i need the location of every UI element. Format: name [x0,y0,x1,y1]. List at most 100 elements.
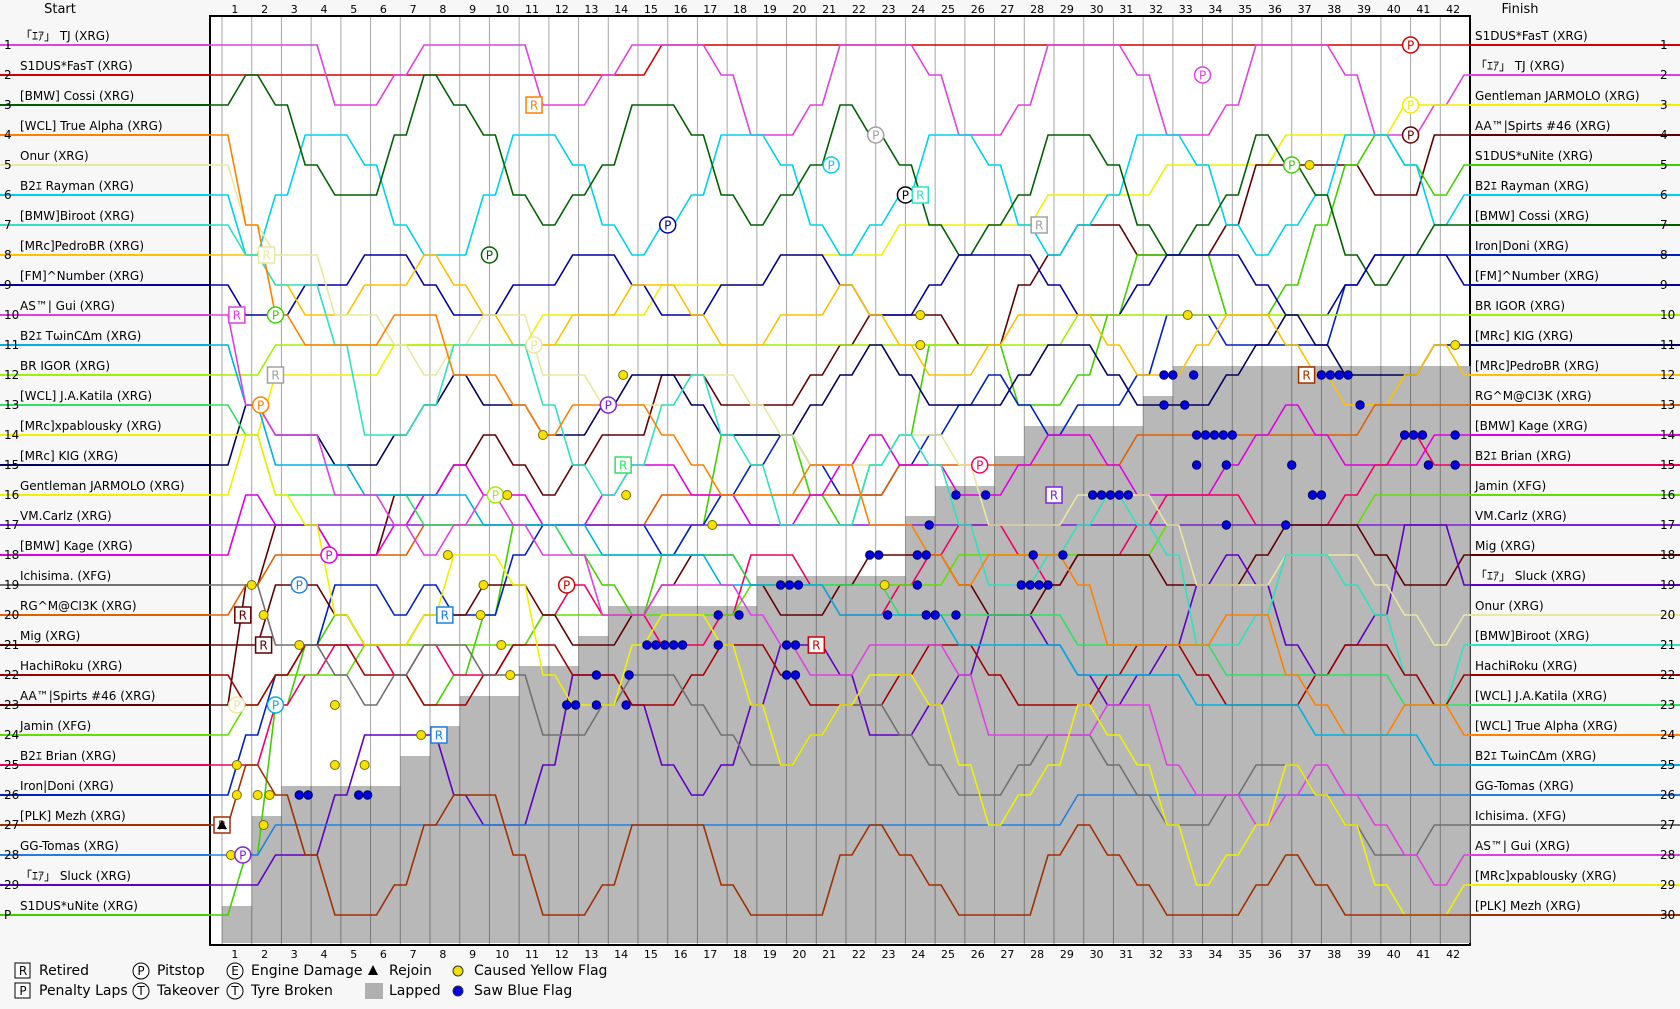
start-driver-name: RG^M@CI3K (XRG) [20,599,137,613]
legend-item: Caused Yellow Flag [452,963,607,979]
blue-flag-marker [912,580,923,590]
lap-label-bottom: 38 [1327,948,1341,961]
finish-position-label: 25 [1660,758,1675,772]
lap-label-top: 3 [291,3,298,16]
lapped-region [846,576,877,943]
lapped-region [994,456,1025,943]
start-position-label: 26 [4,788,19,802]
blue-flag-marker [790,670,801,680]
finish-position-label: 19 [1660,578,1675,592]
blue-flag-marker [1325,370,1336,380]
finish-driver-name: [BMW]Biroot (XRG) [1475,629,1589,643]
retired-marker [911,186,930,204]
lapped-region [875,576,906,943]
start-driver-name: GG-Tomas (XRG) [20,839,119,853]
blue-flag-marker [1016,580,1027,590]
start-position-label: 18 [4,548,19,562]
lap-label-bottom: 4 [321,948,328,961]
finish-driver-name: Iron|Doni (XRG) [1475,239,1569,253]
retired-marker [234,606,252,624]
lap-label-top: 13 [584,3,598,16]
finish-driver-name: [FM]^Number (XRG) [1475,269,1599,283]
pitstop-marker-label: P [272,699,279,713]
finish-position-label: 22 [1660,668,1675,682]
lap-label-bottom: 1 [231,948,238,961]
blue-flag-marker [1028,550,1038,560]
blue-flag-marker [930,610,940,620]
start-driver-name: [PLK] Mezh (XRG) [20,809,126,823]
yellow-flag-marker [231,760,242,770]
lapped-region [964,486,996,943]
yellow-flag-marker [618,370,629,380]
lap-label-bottom: 15 [644,948,658,961]
pitstop-marker-label: P [1407,39,1414,53]
start-driver-name: S1DUS*uNite (XRG) [20,899,138,913]
start-driver-name: S1DUS*FasT (XRG) [20,59,133,73]
legend-symbol: P [137,964,144,978]
lap-label-bottom: 33 [1179,948,1193,961]
lap-label-bottom: 9 [469,948,476,961]
start-position-label: 28 [4,848,19,862]
finish-position-label: 4 [1660,128,1668,142]
lapped-region [311,786,342,943]
blue-flag-marker [624,670,634,680]
legend-label: Tyre Broken [250,983,333,999]
start-driver-name: AS™| Gui (XRG) [20,299,115,313]
retired-marker-label: R [262,249,270,263]
legend-swatch [132,982,150,1000]
blue-flag-marker [1334,370,1344,380]
lap-label-top: 9 [469,3,476,16]
lapped-region [727,606,758,943]
yellow-flag-marker [329,760,340,770]
lap-label-bottom: 10 [495,948,509,961]
blue-flag-marker [1123,490,1133,500]
finish-position-label: 24 [1660,728,1675,742]
start-position-label: 6 [4,188,12,202]
pitstop-marker [557,576,576,594]
pitstop-marker-label: P [828,159,835,173]
start-driver-name: [BMW]Biroot (XRG) [20,209,134,223]
pitstop-marker [599,396,618,414]
rejoin-marker [217,820,227,829]
finish-driver-name: [MRc]xpablousky (XRG) [1475,869,1617,883]
blue-flag-marker [570,700,581,710]
lap-label-bottom: 8 [439,948,446,961]
lapped-region [281,786,312,943]
lap-label-top: 24 [911,3,925,16]
retired-marker-label: R [619,459,627,473]
finish-position-label: 20 [1660,608,1675,622]
start-driver-name: [FM]^Number (XRG) [20,269,144,283]
legend-label: Takeover [156,983,219,999]
blue-flag-marker [1218,430,1229,440]
retired-marker-label: R [259,639,267,653]
pitstop-marker [1282,156,1301,174]
pitstop-marker [251,396,270,414]
lap-label-top: 27 [1000,3,1014,16]
blue-flag-marker [873,550,884,560]
lapped-region [1202,366,1233,943]
start-driver-name: BR IGOR (XRG) [20,359,110,373]
blue-flag-marker [1200,430,1211,440]
yellow-flag-marker [359,760,370,770]
blue-flag-marker [561,700,572,710]
blue-flag-marker [651,640,661,650]
driver-line [210,434,1470,916]
lap-label-top: 25 [941,3,955,16]
lap-label-top: 11 [525,3,539,16]
blue-flag-marker [790,640,801,650]
finish-position-label: 7 [1660,218,1668,232]
lapped-region [1054,426,1085,943]
finish-position-label: 13 [1660,398,1675,412]
finish-header: Finish [1501,2,1538,17]
start-driver-name: B2ｴ TωinCΔm (XRG) [20,329,141,343]
start-position-label: 9 [4,278,12,292]
lap-label-bottom: 26 [971,948,985,961]
finish-driver-name: [MRc]PedroBR (XRG) [1475,359,1599,373]
lap-label-bottom: 30 [1090,948,1104,961]
legend-label: Saw Blue Flag [474,983,572,999]
driver-line [210,74,1470,286]
legend-swatch [368,965,378,975]
legend-symbol: T [136,984,145,998]
lap-label-bottom: 27 [1000,948,1014,961]
